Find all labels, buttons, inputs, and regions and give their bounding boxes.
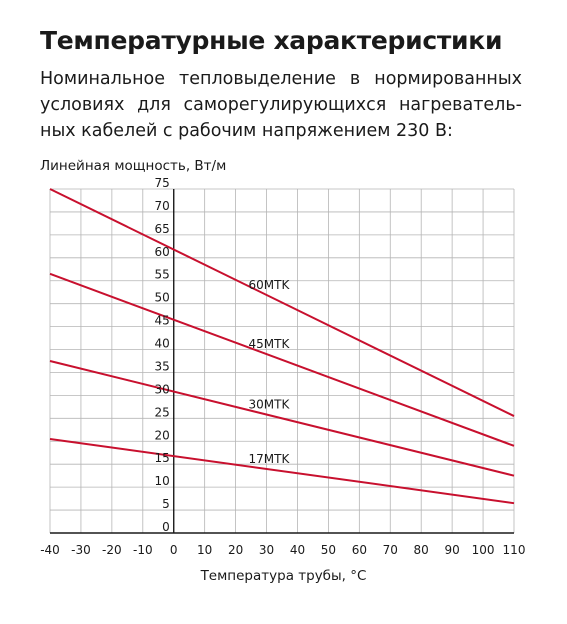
series-line-17mtk bbox=[49, 437, 515, 505]
chart-axes bbox=[50, 189, 514, 534]
series-label-17mtk: 17MTK bbox=[249, 452, 291, 466]
y-tick-label: 45 bbox=[154, 314, 169, 328]
x-tick-label: 100 bbox=[472, 543, 495, 557]
y-tick-label: 0 bbox=[162, 520, 170, 534]
y-tick-label: 35 bbox=[154, 359, 169, 373]
x-tick-label: 10 bbox=[197, 543, 212, 557]
y-tick-label: 25 bbox=[154, 405, 169, 419]
x-tick-label: 20 bbox=[228, 543, 243, 557]
x-tick-label: 60 bbox=[352, 543, 367, 557]
x-tick-label: 0 bbox=[170, 543, 178, 557]
chart-series bbox=[49, 188, 515, 505]
y-tick-label: 70 bbox=[154, 199, 169, 213]
y-tick-label: 40 bbox=[154, 337, 169, 351]
series-line-45mtk bbox=[49, 272, 515, 447]
y-tick-label: 20 bbox=[154, 428, 169, 442]
x-tick-label: 40 bbox=[290, 543, 305, 557]
y-tick-label: 75 bbox=[154, 176, 169, 190]
y-tick-label: 10 bbox=[154, 474, 169, 488]
x-tick-label: 30 bbox=[259, 543, 274, 557]
x-tick-label: 80 bbox=[414, 543, 429, 557]
x-tick-label: -20 bbox=[102, 543, 122, 557]
x-tick-label: -40 bbox=[40, 543, 60, 557]
x-tick-label: -30 bbox=[71, 543, 91, 557]
y-axis-label: Линейная мощность, Вт/м bbox=[40, 158, 227, 174]
chart-grid bbox=[49, 188, 515, 533]
series-label-30mtk: 30MTK bbox=[249, 398, 291, 412]
series-label-60mtk: 60MTK bbox=[249, 278, 291, 292]
y-tick-label: 30 bbox=[154, 382, 169, 396]
y-tick-label: 15 bbox=[154, 451, 169, 465]
y-tick-label: 5 bbox=[162, 497, 170, 511]
series-label-45mtk: 45MTK bbox=[249, 337, 291, 351]
x-tick-label: 110 bbox=[503, 543, 526, 557]
x-tick-label: 90 bbox=[444, 543, 459, 557]
y-tick-label: 55 bbox=[154, 268, 169, 282]
x-tick-label: 50 bbox=[321, 543, 336, 557]
chart-tick-labels: -40 -30 -20 -10 0 10 20 30 40 50 60 70 80 90 100 110 0 5 1… bbox=[40, 176, 525, 557]
series-line-60mtk bbox=[49, 188, 515, 417]
series-line-30mtk bbox=[49, 360, 515, 477]
page-title: Температурные характеристики bbox=[40, 26, 503, 55]
y-tick-label: 50 bbox=[154, 291, 169, 305]
y-tick-label: 60 bbox=[154, 245, 169, 259]
page-subtitle: Номинальное тепловыделение в нормированн… bbox=[40, 69, 522, 141]
x-tick-label: -10 bbox=[133, 543, 153, 557]
x-tick-label: 70 bbox=[383, 543, 398, 557]
y-tick-label: 65 bbox=[154, 222, 169, 236]
x-axis-label: Температура трубы, °С bbox=[200, 568, 367, 584]
